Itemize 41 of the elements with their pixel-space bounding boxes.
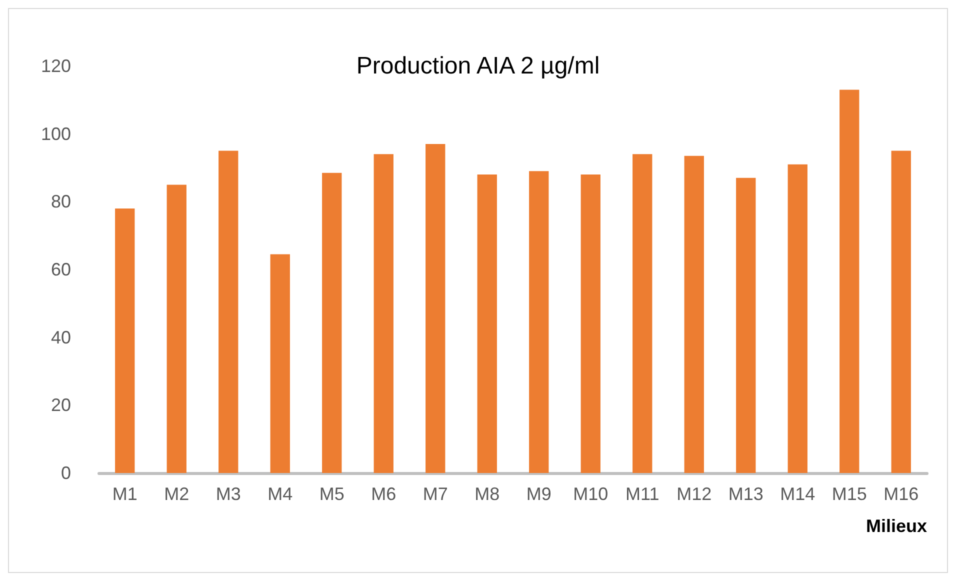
x-tick-label: M7 <box>422 484 448 504</box>
x-tick-label: M14 <box>780 484 816 504</box>
y-tick-label: 100 <box>40 124 71 144</box>
bar <box>426 144 446 473</box>
x-axis-title: Milieux <box>866 516 927 536</box>
bar <box>322 172 342 473</box>
x-tick-label: M1 <box>112 484 138 504</box>
bar <box>580 174 600 473</box>
x-tick-label: M15 <box>832 484 867 504</box>
y-tick-label: 0 <box>60 463 71 483</box>
x-tick-label: M8 <box>474 484 500 504</box>
x-tick-label: M11 <box>626 484 660 504</box>
x-tick-label: M5 <box>319 484 344 504</box>
bar <box>632 154 652 473</box>
bar <box>788 164 808 473</box>
y-tick-label: 60 <box>50 260 71 280</box>
x-tick-label: M16 <box>884 484 919 504</box>
bar <box>218 150 238 473</box>
bar <box>115 208 135 473</box>
x-tick-label: M6 <box>371 484 396 504</box>
bar <box>529 171 549 473</box>
bar <box>684 156 704 473</box>
bar <box>891 150 911 473</box>
x-tick-label: M10 <box>573 484 608 504</box>
x-tick-label: M12 <box>676 484 712 504</box>
bar <box>270 254 290 473</box>
bar <box>477 174 497 473</box>
x-tick-label: M3 <box>216 484 241 504</box>
bar <box>374 154 394 473</box>
x-tick-label: M2 <box>164 484 190 504</box>
y-tick-label: 20 <box>50 395 71 416</box>
y-tick-label: 40 <box>50 327 71 348</box>
chart-title: Production AIA 2 µg/ml <box>356 52 600 80</box>
x-tick-label: M13 <box>728 484 764 504</box>
x-tick-label: M4 <box>268 484 293 504</box>
bar <box>736 178 756 473</box>
y-tick-label: 80 <box>50 192 71 212</box>
bar <box>840 90 860 473</box>
y-tick-label: 120 <box>40 56 71 76</box>
x-tick-label: M9 <box>526 484 552 504</box>
bar <box>166 184 186 473</box>
